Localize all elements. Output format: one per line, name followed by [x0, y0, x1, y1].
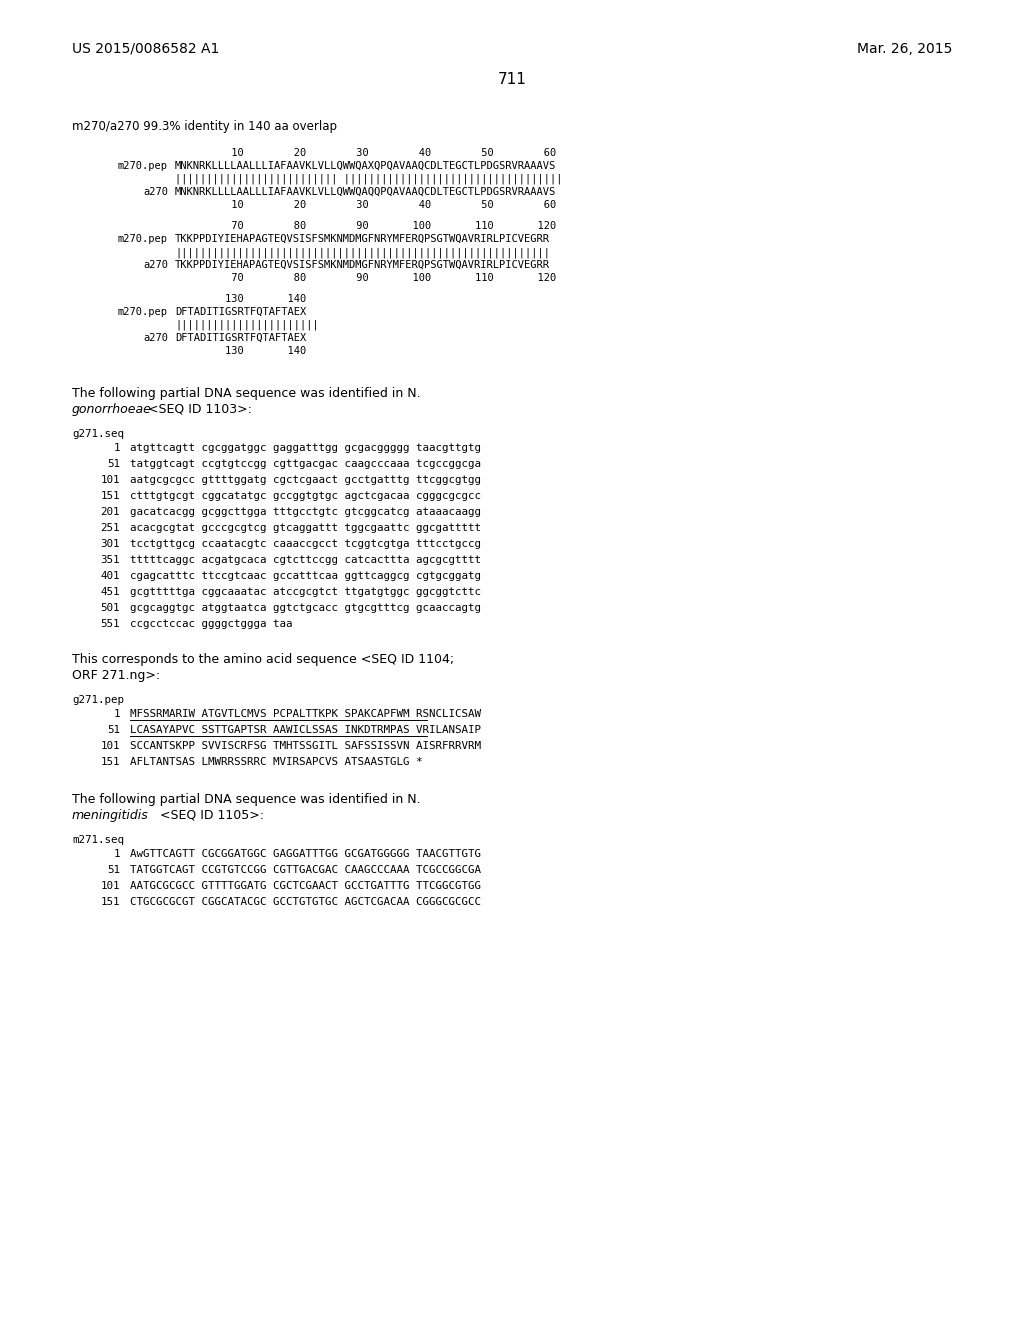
Text: AFLTANTSAS LMWRRSSRRC MVIRSAPCVS ATSAASTGLG *: AFLTANTSAS LMWRRSSRRC MVIRSAPCVS ATSAAST…	[130, 756, 423, 767]
Text: 130       140: 130 140	[175, 294, 306, 304]
Text: 1: 1	[114, 849, 120, 859]
Text: ||||||||||||||||||||||||||||||||||||||||||||||||||||||||||||: ||||||||||||||||||||||||||||||||||||||||…	[175, 247, 550, 257]
Text: 51: 51	[106, 459, 120, 469]
Text: 151: 151	[100, 756, 120, 767]
Text: |||||||||||||||||||||||: |||||||||||||||||||||||	[175, 319, 318, 330]
Text: <SEQ ID 1105>:: <SEQ ID 1105>:	[156, 809, 264, 822]
Text: TKKPPDIYIEHAPAGTEQVSISFSMKNMDMGFNRYMFERQPSGTWQAVRIRLPICVEGRR: TKKPPDIYIEHAPAGTEQVSISFSMKNMDMGFNRYMFERQ…	[175, 234, 550, 244]
Text: a270: a270	[143, 260, 168, 271]
Text: cgagcatttc ttccgtcaac gccatttcaa ggttcaggcg cgtgcggatg: cgagcatttc ttccgtcaac gccatttcaa ggttcag…	[130, 572, 481, 581]
Text: gonorrhoeae: gonorrhoeae	[72, 403, 152, 416]
Text: g271.pep: g271.pep	[72, 696, 124, 705]
Text: AATGCGCGCC GTTTTGGATG CGCTCGAACT GCCTGATTTG TTCGGCGTGG: AATGCGCGCC GTTTTGGATG CGCTCGAACT GCCTGAT…	[130, 880, 481, 891]
Text: CTGCGCGCGT CGGCATACGC GCCTGTGTGC AGCTCGACAA CGGGCGCGCC: CTGCGCGCGT CGGCATACGC GCCTGTGTGC AGCTCGA…	[130, 898, 481, 907]
Text: 101: 101	[100, 475, 120, 484]
Text: 151: 151	[100, 898, 120, 907]
Text: AwGTTCAGTT CGCGGATGGC GAGGATTTGG GCGATGGGGG TAACGTTGTG: AwGTTCAGTT CGCGGATGGC GAGGATTTGG GCGATGG…	[130, 849, 481, 859]
Text: meningitidis: meningitidis	[72, 809, 148, 822]
Text: 10        20        30        40        50        60: 10 20 30 40 50 60	[175, 201, 556, 210]
Text: a270: a270	[143, 187, 168, 197]
Text: Mar. 26, 2015: Mar. 26, 2015	[857, 42, 952, 55]
Text: 301: 301	[100, 539, 120, 549]
Text: MFSSRMARIW ATGVTLCMVS PCPALTTKPK SPAKCAPFWM RSNCLICSAW: MFSSRMARIW ATGVTLCMVS PCPALTTKPK SPAKCAP…	[130, 709, 481, 719]
Text: acacgcgtat gcccgcgtcg gtcaggattt tggcgaattc ggcgattttt: acacgcgtat gcccgcgtcg gtcaggattt tggcgaa…	[130, 523, 481, 533]
Text: LCASAYAPVC SSTTGAPTSR AAWICLSSAS INKDTRMPAS VRILANSAIP: LCASAYAPVC SSTTGAPTSR AAWICLSSAS INKDTRM…	[130, 725, 481, 735]
Text: 70        80        90       100       110       120: 70 80 90 100 110 120	[175, 220, 556, 231]
Text: MNKNRKLLLLAALLLIAFAAVKLVLLQWWQAQQPQAVAAQCDLTEGCTLPDGSRVRAAAVS: MNKNRKLLLLAALLLIAFAAVKLVLLQWWQAQQPQAVAAQ…	[175, 187, 556, 197]
Text: ctttgtgcgt cggcatatgc gccggtgtgc agctcgacaa cgggcgcgcc: ctttgtgcgt cggcatatgc gccggtgtgc agctcga…	[130, 491, 481, 502]
Text: m270.pep: m270.pep	[118, 308, 168, 317]
Text: tatggtcagt ccgtgtccgg cgttgacgac caagcccaaa tcgccggcga: tatggtcagt ccgtgtccgg cgttgacgac caagccc…	[130, 459, 481, 469]
Text: tttttcaggc acgatgcaca cgtcttccgg catcacttta agcgcgtttt: tttttcaggc acgatgcaca cgtcttccgg catcact…	[130, 554, 481, 565]
Text: SCCANTSKPP SVVISCRFSG TMHTSSGITL SAFSSISSVN AISRFRRVRM: SCCANTSKPP SVVISCRFSG TMHTSSGITL SAFSSIS…	[130, 741, 481, 751]
Text: 251: 251	[100, 523, 120, 533]
Text: 10        20        30        40        50        60: 10 20 30 40 50 60	[175, 148, 556, 158]
Text: 1: 1	[114, 709, 120, 719]
Text: ccgcctccac ggggctggga taa: ccgcctccac ggggctggga taa	[130, 619, 293, 630]
Text: |||||||||||||||||||||||||| |||||||||||||||||||||||||||||||||||: |||||||||||||||||||||||||| |||||||||||||…	[175, 174, 562, 185]
Text: DFTADITIGSRTFQTAFTAEX: DFTADITIGSRTFQTAFTAEX	[175, 308, 306, 317]
Text: 70        80        90       100       110       120: 70 80 90 100 110 120	[175, 273, 556, 282]
Text: 401: 401	[100, 572, 120, 581]
Text: MNKNRKLLLLAALLLIAFAAVKLVLLQWWQAXQPQAVAAQCDLTEGCTLPDGSRVRAAAVS: MNKNRKLLLLAALLLIAFAAVKLVLLQWWQAXQPQAVAAQ…	[175, 161, 556, 172]
Text: atgttcagtt cgcggatggc gaggatttgg gcgacggggg taacgttgtg: atgttcagtt cgcggatggc gaggatttgg gcgacgg…	[130, 444, 481, 453]
Text: a270: a270	[143, 333, 168, 343]
Text: 501: 501	[100, 603, 120, 612]
Text: 101: 101	[100, 880, 120, 891]
Text: m270.pep: m270.pep	[118, 234, 168, 244]
Text: 551: 551	[100, 619, 120, 630]
Text: 51: 51	[106, 725, 120, 735]
Text: 130       140: 130 140	[175, 346, 306, 356]
Text: aatgcgcgcc gttttggatg cgctcgaact gcctgatttg ttcggcgtgg: aatgcgcgcc gttttggatg cgctcgaact gcctgat…	[130, 475, 481, 484]
Text: <SEQ ID 1103>:: <SEQ ID 1103>:	[144, 403, 252, 416]
Text: 451: 451	[100, 587, 120, 597]
Text: US 2015/0086582 A1: US 2015/0086582 A1	[72, 42, 219, 55]
Text: 51: 51	[106, 865, 120, 875]
Text: ORF 271.ng>:: ORF 271.ng>:	[72, 669, 160, 682]
Text: The following partial DNA sequence was identified in N.: The following partial DNA sequence was i…	[72, 387, 421, 400]
Text: gcgcaggtgc atggtaatca ggtctgcacc gtgcgtttcg gcaaccagtg: gcgcaggtgc atggtaatca ggtctgcacc gtgcgtt…	[130, 603, 481, 612]
Text: TATGGTCAGT CCGTGTCCGG CGTTGACGAC CAAGCCCAAA TCGCCGGCGA: TATGGTCAGT CCGTGTCCGG CGTTGACGAC CAAGCCC…	[130, 865, 481, 875]
Text: m270.pep: m270.pep	[118, 161, 168, 172]
Text: m270/a270 99.3% identity in 140 aa overlap: m270/a270 99.3% identity in 140 aa overl…	[72, 120, 337, 133]
Text: 351: 351	[100, 554, 120, 565]
Text: The following partial DNA sequence was identified in N.: The following partial DNA sequence was i…	[72, 793, 421, 807]
Text: 711: 711	[498, 73, 526, 87]
Text: gcgtttttga cggcaaatac atccgcgtct ttgatgtggc ggcggtcttc: gcgtttttga cggcaaatac atccgcgtct ttgatgt…	[130, 587, 481, 597]
Text: 151: 151	[100, 491, 120, 502]
Text: g271.seq: g271.seq	[72, 429, 124, 440]
Text: tcctgttgcg ccaatacgtc caaaccgcct tcggtcgtga tttcctgccg: tcctgttgcg ccaatacgtc caaaccgcct tcggtcg…	[130, 539, 481, 549]
Text: 101: 101	[100, 741, 120, 751]
Text: 201: 201	[100, 507, 120, 517]
Text: TKKPPDIYIEHAPAGTEQVSISFSMKNMDMGFNRYMFERQPSGTWQAVRIRLPICVEGRR: TKKPPDIYIEHAPAGTEQVSISFSMKNMDMGFNRYMFERQ…	[175, 260, 550, 271]
Text: 1: 1	[114, 444, 120, 453]
Text: gacatcacgg gcggcttgga tttgcctgtc gtcggcatcg ataaacaagg: gacatcacgg gcggcttgga tttgcctgtc gtcggca…	[130, 507, 481, 517]
Text: DFTADITIGSRTFQTAFTAEX: DFTADITIGSRTFQTAFTAEX	[175, 333, 306, 343]
Text: This corresponds to the amino acid sequence <SEQ ID 1104;: This corresponds to the amino acid seque…	[72, 653, 454, 667]
Text: m271.seq: m271.seq	[72, 836, 124, 845]
